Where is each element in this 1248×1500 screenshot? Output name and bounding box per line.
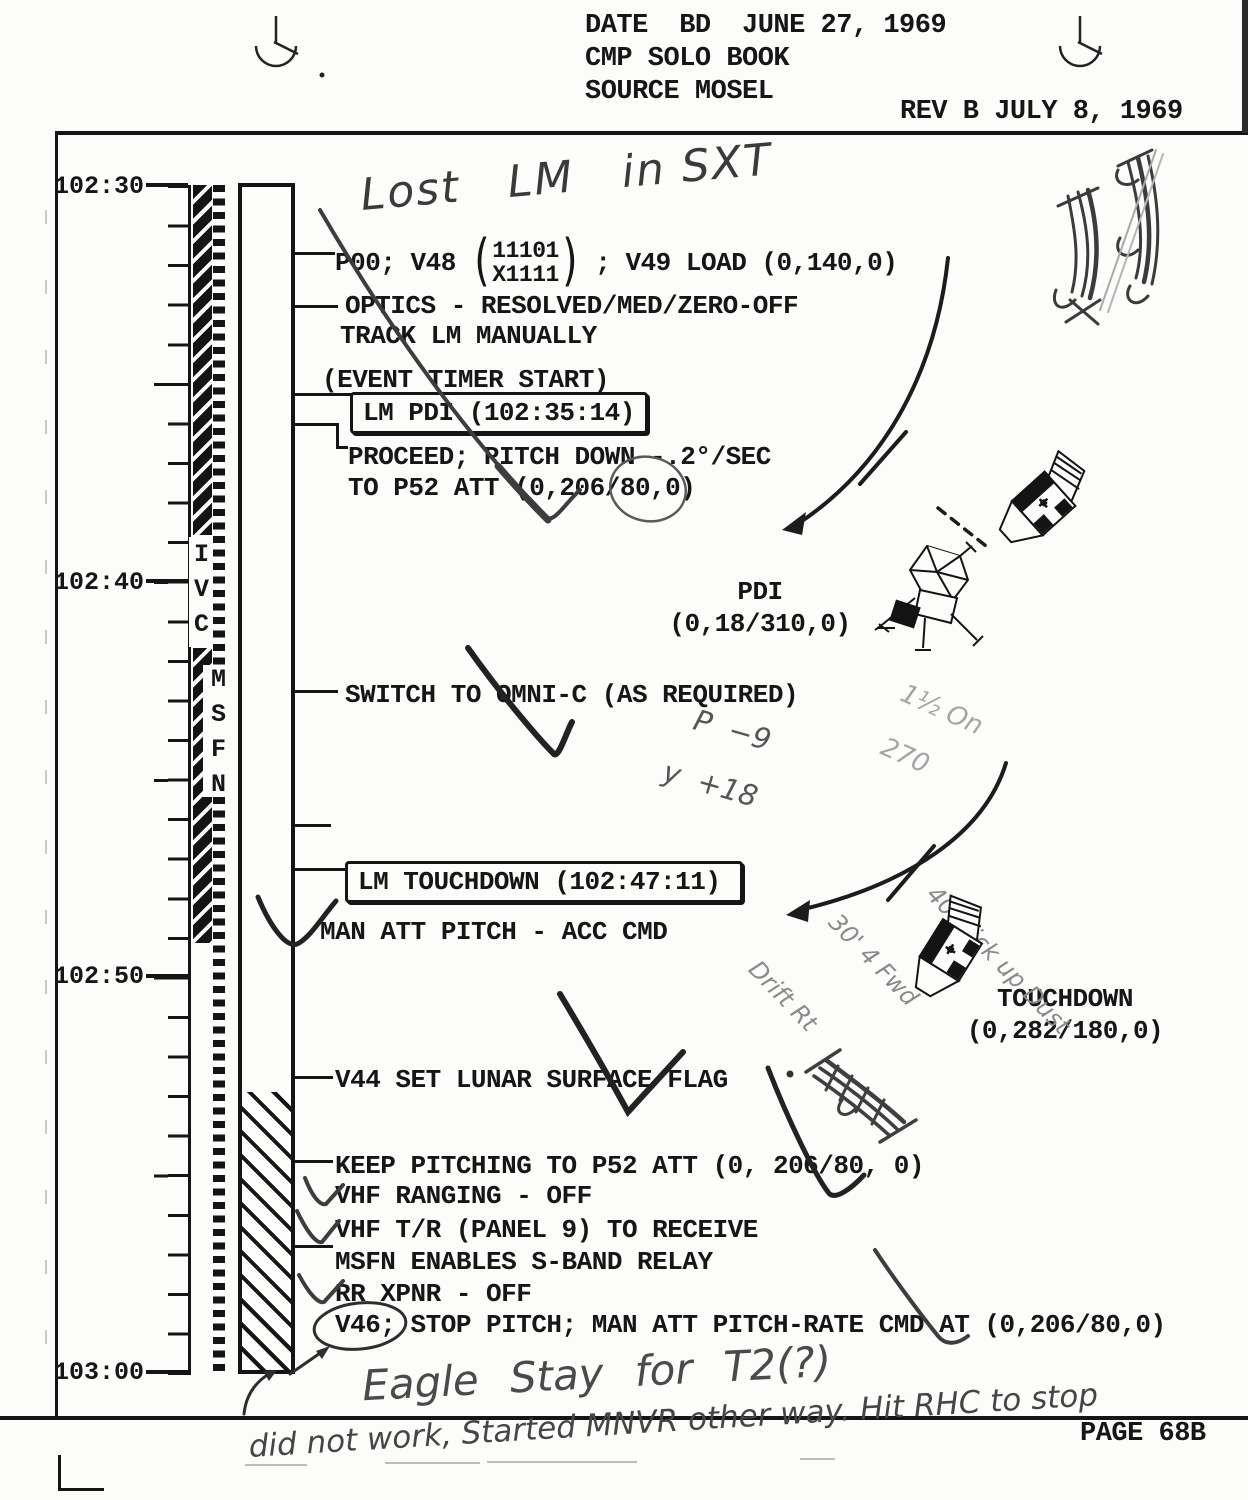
- matrix-paren: ): [562, 228, 577, 293]
- pdi-callout-attitude: (0,18/310,0): [669, 609, 851, 639]
- ivc-bar-label: IVC: [187, 537, 216, 647]
- minute-ticks: [168, 185, 188, 1375]
- matrix-bottom: X1111: [492, 261, 559, 288]
- header-date-line: DATE BD JUNE 27, 1969: [585, 11, 947, 41]
- time-label: 102:50: [53, 962, 144, 991]
- leader-line: [295, 423, 339, 426]
- arc-tick: [858, 430, 908, 486]
- leader-line: [295, 824, 331, 827]
- handwriting-lost-lm: Lost LM in SXT: [358, 134, 775, 221]
- msfn-coverage-bar: [213, 185, 225, 665]
- time-label: 102:30: [53, 172, 144, 201]
- stray-mark: [385, 1462, 480, 1464]
- event-vhf-ranging: VHF RANGING - OFF: [335, 1181, 592, 1211]
- scan-margin-line: [45, 210, 47, 1390]
- event-track-lm: TRACK LM MANUALLY: [340, 321, 597, 351]
- bottom-border: [0, 1416, 1248, 1420]
- event-proceed: PROCEED; PITCH DOWN -.2°/SEC: [348, 442, 771, 472]
- corner-mark: [58, 1488, 104, 1491]
- pencil-arrow: [242, 1370, 274, 1416]
- major-tick: [146, 974, 188, 978]
- lm-touchdown-box: LM TOUCHDOWN (102:47:11): [345, 861, 743, 903]
- event-v44-flag: V44 SET LUNAR SURFACE FLAG: [335, 1065, 728, 1095]
- handwriting-270: 270: [876, 732, 934, 780]
- leader-line: [295, 1076, 333, 1079]
- p00-text-after: ; V49 LOAD (0,140,0): [580, 247, 898, 278]
- leader-line: [295, 305, 338, 308]
- left-border: [55, 131, 58, 1418]
- event-switch-omni: SWITCH TO OMNI-C (AS REQUIRED): [345, 680, 799, 710]
- leader-line: [295, 690, 338, 693]
- event-p52-att: TO P52 ATT (0,206/80,0): [348, 473, 696, 503]
- timeline-bar: [238, 183, 295, 1374]
- pdi-callout-label: PDI: [737, 577, 783, 607]
- time-label: 102:40: [53, 568, 144, 597]
- lm-pdi-box: LM PDI (102:35:14): [350, 392, 648, 434]
- arrowhead-icon: [786, 900, 810, 922]
- leader-line: [295, 868, 345, 871]
- time-label: 103:00: [53, 1358, 144, 1387]
- leader-line: [295, 1160, 333, 1163]
- pencil-arrow: [288, 1347, 328, 1376]
- stray-dot: [319, 72, 325, 78]
- registration-mark-icon: [254, 16, 299, 68]
- msfn-coverage-bar: [213, 797, 225, 1377]
- touchdown-callout-label: TOUCHDOWN: [997, 984, 1133, 1014]
- event-man-att-pitch: MAN ATT PITCH - ACC CMD: [320, 917, 668, 947]
- leader-line: [336, 446, 348, 449]
- leader-line: [295, 1245, 333, 1248]
- timeline-bar-hatched-segment: [242, 1092, 291, 1370]
- event-msfn-relay: MSFN ENABLES S-BAND RELAY: [335, 1247, 713, 1277]
- arrowhead-icon: [782, 512, 806, 535]
- major-tick: [146, 1370, 188, 1374]
- major-tick: [146, 183, 188, 187]
- major-tick: [146, 579, 188, 583]
- matrix-paren: (: [474, 228, 490, 293]
- lm-touchdown-label: LM TOUCHDOWN (102:47:11): [358, 866, 721, 897]
- csm-drawing: [914, 894, 984, 998]
- event-optics: OPTICS - RESOLVED/MED/ZERO-OFF: [345, 291, 799, 321]
- pdi-arc: [782, 256, 950, 535]
- time-axis: [188, 185, 191, 1375]
- arrowhead-icon: [316, 1346, 330, 1359]
- top-border: [55, 131, 1248, 135]
- leader-line: [295, 252, 335, 255]
- stray-mark: [800, 1458, 835, 1460]
- touchdown-callout-attitude: (0,282/180,0): [966, 1016, 1164, 1046]
- msfn-bar-label: MSFN: [203, 665, 233, 805]
- ivc-coverage-bar: [193, 185, 212, 535]
- right-edge: [1242, 0, 1248, 133]
- lm-pdi-label: LM PDI (102:35:14): [363, 397, 635, 428]
- header-source-line: SOURCE MOSEL: [585, 77, 774, 107]
- event-timer-start: (EVENT TIMER START): [322, 365, 609, 395]
- event-p00-v48: P00; V48 (11101 X1111) ; V49 LOAD (0,140,…: [335, 228, 898, 294]
- five-minute-ticks: [154, 383, 168, 1179]
- pencil-check: [295, 1209, 341, 1245]
- stray-mark: [487, 1461, 637, 1463]
- handwriting-yaw-note: y +18: [659, 754, 762, 814]
- header-rev-line: REV B JULY 8, 1969: [900, 97, 1183, 127]
- matrix-top: 11101: [492, 237, 559, 264]
- handwriting-half-on: 1½ On: [895, 678, 988, 742]
- lm-drawing: [874, 541, 984, 651]
- registration-mark-icon: [1058, 16, 1103, 68]
- p00-text: P00; V48: [335, 247, 471, 278]
- handwriting-pitch-note: P −9: [689, 702, 775, 758]
- page-number: PAGE 68B: [1080, 1419, 1206, 1449]
- stray-mark: [245, 1464, 307, 1466]
- event-v46-stop-pitch: V46; STOP PITCH; MAN ATT PITCH-RATE CMD …: [335, 1310, 1166, 1340]
- corner-mark: [58, 1455, 61, 1491]
- event-vhf-tr: VHF T/R (PANEL 9) TO RECEIVE: [335, 1215, 758, 1245]
- event-rr-xpnr: RR XPNR - OFF: [335, 1279, 532, 1309]
- csm-drawing: [998, 449, 1086, 544]
- header-book-line: CMP SOLO BOOK: [585, 44, 790, 74]
- scribbled-out-note: [1053, 148, 1164, 326]
